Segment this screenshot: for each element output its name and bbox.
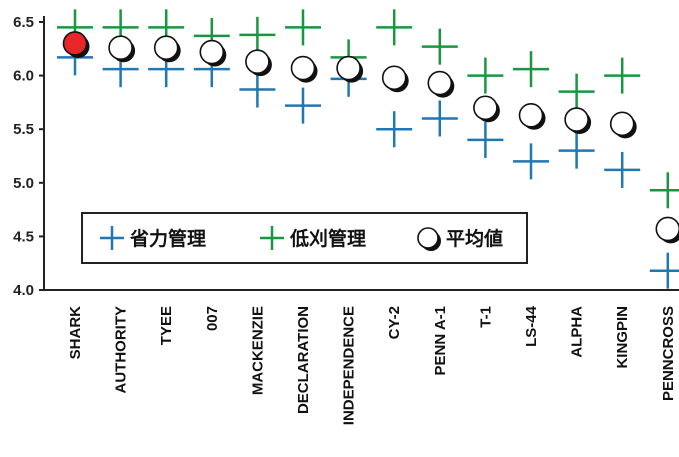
series-2-point [427, 70, 455, 98]
series-2-point [473, 95, 500, 123]
x-tick-labels: SHARK AUTHORITY TYEE 007 MACKENZIE DECLARATIO… [67, 305, 677, 425]
series-2-point [108, 35, 136, 63]
axes [43, 16, 679, 291]
series-2-point-face [290, 55, 316, 81]
legend-label: 平均値 [446, 227, 503, 250]
x-tick-label: PENN A-1 [432, 306, 449, 375]
series-2-point-face [609, 111, 635, 137]
y-tick-label: 6.0 [13, 68, 34, 85]
x-tick-label: DECLARATION [295, 306, 312, 414]
legend: 省力管理 低刈管理 平均値 [81, 212, 528, 264]
series-2-point [518, 102, 546, 130]
series-2-point [609, 111, 637, 139]
series-2-point-face [381, 65, 407, 91]
series-2-point-face [108, 35, 133, 61]
series-2-point-face [427, 70, 453, 96]
series-0-point [285, 87, 321, 124]
series-2-point-face [655, 216, 679, 242]
series-0-point [467, 121, 504, 158]
x-tick-label: SHARK [67, 306, 84, 360]
series-2-point [290, 55, 318, 83]
legend-marker [100, 226, 124, 250]
y-tick-label: 6.5 [13, 14, 34, 31]
legend-label: 省力管理 [129, 227, 206, 250]
series-2-point-face [199, 39, 225, 65]
series-1-point [239, 16, 276, 53]
series-1-point [558, 73, 595, 110]
x-tick-label: ALPHA [569, 306, 586, 358]
series-1-point [467, 57, 504, 94]
x-tick-label: PENNCROSS [660, 306, 677, 401]
series-0-point [604, 151, 641, 188]
series-2-point [245, 49, 272, 77]
series-1-point [376, 9, 413, 46]
y-tick-label: 4.0 [13, 282, 34, 299]
series-0-point [421, 100, 458, 137]
series-2-point-face [153, 35, 179, 61]
x-tick-label: T-1 [477, 306, 494, 328]
series-0-point [513, 143, 549, 180]
x-tick-label: 007 [204, 306, 221, 331]
y-tick-label: 5.5 [13, 121, 34, 138]
legend-label: 低刈管理 [289, 227, 366, 250]
series-2-point-face [518, 102, 544, 128]
y-tick-label: 5.0 [13, 175, 34, 192]
series-2-point [381, 65, 409, 93]
series-1-point [285, 9, 321, 46]
series-2-point [199, 39, 227, 67]
data-marks [57, 9, 679, 289]
legend-marker [417, 227, 441, 251]
series-2-point [336, 55, 364, 83]
series-2-point [564, 107, 592, 135]
series-2-point [655, 216, 679, 244]
series-1-point [604, 57, 641, 94]
series-2-point-face [336, 55, 361, 81]
legend-box [81, 212, 528, 264]
x-tick-label: TYEE [158, 306, 175, 345]
series-2-point-face [564, 107, 589, 132]
legend-marker [260, 226, 284, 250]
series-2-point-face [245, 49, 270, 74]
series-2-point-face [473, 95, 498, 121]
x-tick-label: AUTHORITY [113, 306, 130, 394]
series-0-point [239, 71, 276, 108]
series-2-point [62, 31, 90, 58]
x-tick-label: CY-2 [386, 306, 403, 339]
y-ticks: 4.0 4.5 5.0 5.5 6.0 6.5 [13, 14, 44, 299]
series-1-point [421, 28, 458, 65]
legend-marker-face [417, 227, 439, 249]
series-0-point [558, 132, 595, 169]
series-2-point-face [62, 31, 88, 56]
series-0-point [649, 252, 679, 289]
series-2-point [153, 35, 181, 63]
x-tick-label: LS-44 [523, 305, 540, 347]
x-tick-label: INDEPENDENCE [341, 306, 358, 425]
y-tick-label: 4.5 [13, 228, 34, 245]
series-0-point [376, 111, 413, 148]
series-1-point [513, 51, 549, 88]
x-tick-label: MACKENZIE [249, 306, 266, 395]
series-1-point [649, 172, 679, 209]
x-tick-label: KINGPIN [614, 306, 631, 369]
